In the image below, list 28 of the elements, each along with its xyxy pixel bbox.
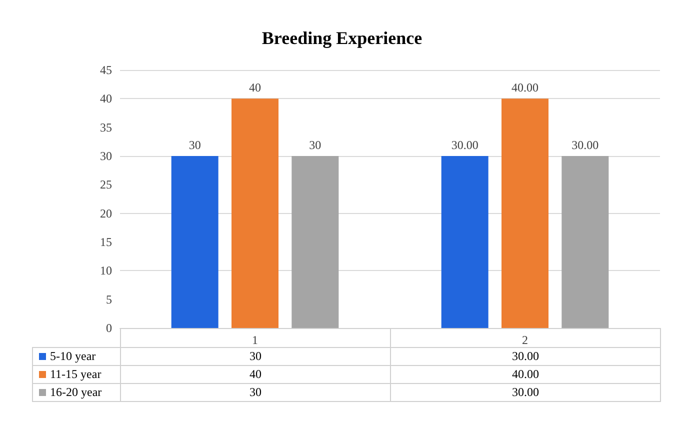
text: 40 bbox=[249, 80, 261, 95]
y-tick-label: 20 bbox=[100, 206, 112, 220]
text: 30 bbox=[309, 138, 322, 152]
y-tick-label: 45 bbox=[100, 63, 112, 77]
data-label: 30 bbox=[120, 348, 390, 366]
text: 30.00 bbox=[451, 138, 478, 152]
chart-title: Breeding Experience bbox=[262, 28, 422, 48]
text: 40.00 bbox=[512, 80, 538, 95]
legend-label: 11-15 year bbox=[32, 366, 120, 384]
y-tick-label: 30 bbox=[100, 149, 112, 163]
x-tick-label: 2 bbox=[522, 333, 528, 347]
legend-label: 16-20 year bbox=[32, 384, 120, 402]
y-tick-label: 10 bbox=[100, 264, 112, 278]
y-tick-label: 40 bbox=[100, 92, 112, 106]
legend-label: 5-10 year bbox=[32, 348, 120, 366]
y-tick-label: 15 bbox=[100, 235, 112, 249]
x-tick-label: 1 bbox=[252, 333, 258, 347]
data-label: 40.00 bbox=[390, 366, 660, 384]
text: 30.00 bbox=[572, 138, 599, 152]
y-tick-label: 35 bbox=[100, 120, 112, 134]
y-tick-label: 25 bbox=[100, 178, 112, 192]
data-label: 30.00 bbox=[390, 348, 660, 366]
data-label: 40 bbox=[120, 366, 390, 384]
text: 30 bbox=[188, 138, 201, 152]
y-tick-label: 0 bbox=[106, 321, 112, 335]
data-label: 30.00 bbox=[390, 384, 660, 402]
data-label: 30 bbox=[120, 384, 390, 402]
y-tick-label: 5 bbox=[106, 292, 112, 306]
